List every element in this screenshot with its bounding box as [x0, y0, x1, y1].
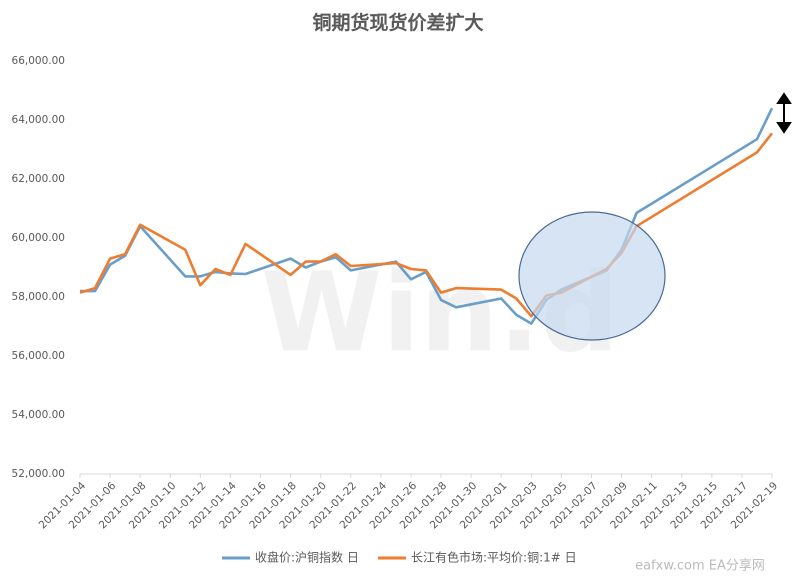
y-tick-label: 54,000.00	[12, 409, 65, 421]
legend-label: 长江有色市场:平均价:铜:1# 日	[411, 550, 577, 565]
highlight-ellipse	[518, 211, 666, 341]
legend-label: 收盘价:沪铜指数 日	[255, 550, 359, 565]
chart-title: 铜期货现货价差扩大	[312, 11, 483, 34]
y-tick-label: 60,000.00	[12, 232, 65, 244]
site-watermark: eafxw.com EA分享网	[635, 558, 765, 574]
y-tick-label: 52,000.00	[12, 468, 65, 480]
y-tick-label: 58,000.00	[12, 291, 65, 303]
y-tick-label: 64,000.00	[12, 114, 65, 126]
y-tick-label: 62,000.00	[12, 173, 65, 185]
y-tick-label: 56,000.00	[12, 350, 65, 362]
spread-arrow	[776, 92, 792, 134]
y-tick-label: 66,000.00	[12, 55, 65, 67]
